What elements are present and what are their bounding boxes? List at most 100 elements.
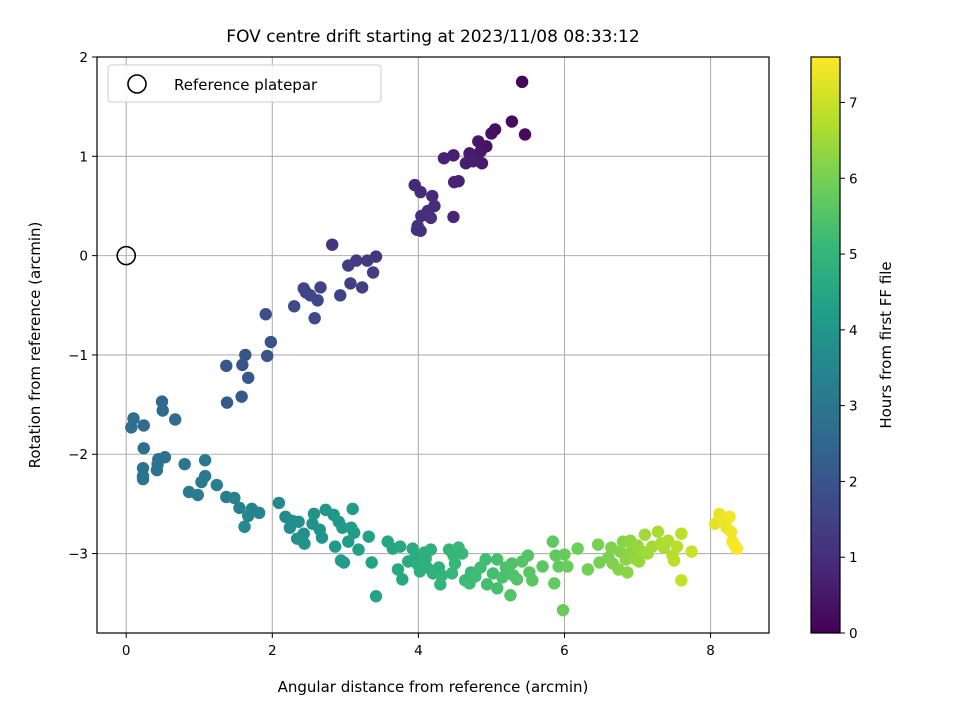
- colorbar-tick-label: 2: [849, 474, 858, 490]
- data-point: [491, 582, 504, 595]
- y-tick-label: 0: [79, 249, 88, 265]
- data-point: [314, 281, 327, 294]
- colorbar-tick-label: 1: [849, 550, 858, 566]
- data-point: [724, 525, 738, 538]
- x-axis-ticks: 0 2 4 6 8: [122, 633, 715, 659]
- data-point: [307, 507, 321, 521]
- y-axis-label: Rotation from reference (arcmin): [26, 222, 44, 469]
- data-point: [337, 556, 351, 569]
- legend-box: [107, 64, 382, 103]
- data-point: [485, 127, 498, 140]
- colorbar-tick-label: 3: [849, 399, 858, 415]
- data-point: [328, 540, 342, 553]
- data-point: [491, 553, 504, 566]
- data-point: [447, 210, 460, 224]
- colorbar-tick-label: 4: [849, 323, 858, 339]
- x-tick-label: 4: [414, 643, 423, 659]
- data-point: [472, 135, 485, 148]
- data-point: [344, 277, 357, 290]
- legend: Reference platepar: [107, 64, 382, 103]
- data-point: [505, 557, 519, 570]
- chart-title: FOV centre drift starting at 2023/11/08 …: [226, 27, 639, 47]
- data-point: [292, 515, 305, 528]
- data-point: [424, 211, 438, 225]
- data-point: [651, 525, 665, 538]
- data-point: [220, 359, 233, 373]
- colorbar-gradient: [811, 57, 840, 633]
- data-point: [632, 555, 646, 568]
- colorbar-frame: [810, 56, 841, 634]
- y-axis-ticks: −3 −2 −1 0 1 2: [68, 50, 97, 563]
- data-point: [445, 567, 459, 580]
- data-point: [546, 535, 559, 548]
- data-point: [675, 527, 688, 540]
- data-point: [638, 528, 652, 541]
- data-point: [125, 421, 138, 434]
- colorbar-tick-label: 5: [849, 247, 858, 263]
- data-point: [137, 419, 150, 432]
- data-point: [521, 549, 535, 562]
- data-point: [526, 574, 539, 587]
- data-point: [426, 189, 439, 203]
- data-point: [480, 578, 494, 591]
- data-point: [288, 300, 301, 313]
- data-point: [198, 454, 212, 467]
- data-point: [415, 209, 428, 223]
- data-point: [675, 574, 688, 587]
- data-point: [504, 589, 517, 602]
- colorbar-tick-label: 0: [849, 626, 858, 642]
- data-point: [561, 560, 574, 573]
- colorbar-label: Hours from first FF file: [877, 261, 895, 428]
- data-point: [355, 281, 369, 294]
- data-point: [252, 506, 266, 520]
- x-tick-label: 6: [560, 643, 569, 659]
- y-tick-label: −1: [68, 348, 88, 364]
- data-point: [239, 348, 252, 362]
- data-point: [496, 571, 509, 584]
- data-point: [396, 573, 409, 586]
- data-point: [238, 520, 251, 533]
- data-point: [447, 149, 460, 162]
- data-point: [410, 223, 424, 236]
- data-point: [156, 404, 169, 417]
- data-point: [326, 238, 339, 251]
- data-point: [730, 542, 744, 555]
- data-point: [155, 395, 169, 408]
- reference-platepar-marker: [116, 245, 137, 266]
- y-tick-label: 1: [79, 149, 88, 165]
- legend-marker-icon: [127, 74, 147, 94]
- data-point: [723, 510, 736, 524]
- data-point: [393, 540, 407, 553]
- colorbar-tick-label: 7: [849, 95, 858, 111]
- data-point: [391, 563, 405, 576]
- data-point: [228, 491, 241, 505]
- data-point: [283, 521, 297, 534]
- data-point: [311, 294, 324, 307]
- data-point: [552, 560, 565, 573]
- data-point: [448, 557, 462, 570]
- data-point: [137, 442, 150, 455]
- data-point: [242, 509, 255, 523]
- data-point: [447, 175, 461, 189]
- colorbar: 0 1 2 3 4 5 6 7 Hours from first FF file: [810, 56, 895, 642]
- y-tick-label: −3: [68, 547, 88, 563]
- data-point: [352, 543, 365, 556]
- data-point: [466, 155, 480, 168]
- data-point: [670, 540, 684, 553]
- x-tick-label: 8: [706, 643, 715, 659]
- colorbar-tick-label: 6: [849, 171, 858, 187]
- data-point: [346, 502, 359, 516]
- data-point: [414, 185, 427, 199]
- data-point: [195, 475, 208, 489]
- data-point: [366, 266, 380, 279]
- data-point: [260, 349, 274, 363]
- data-point: [685, 545, 698, 558]
- data-point: [365, 556, 378, 569]
- data-point: [178, 457, 191, 471]
- data-point: [297, 527, 310, 540]
- data-point: [505, 115, 519, 128]
- data-point: [424, 543, 438, 556]
- data-point: [191, 488, 204, 502]
- data-point: [233, 501, 246, 515]
